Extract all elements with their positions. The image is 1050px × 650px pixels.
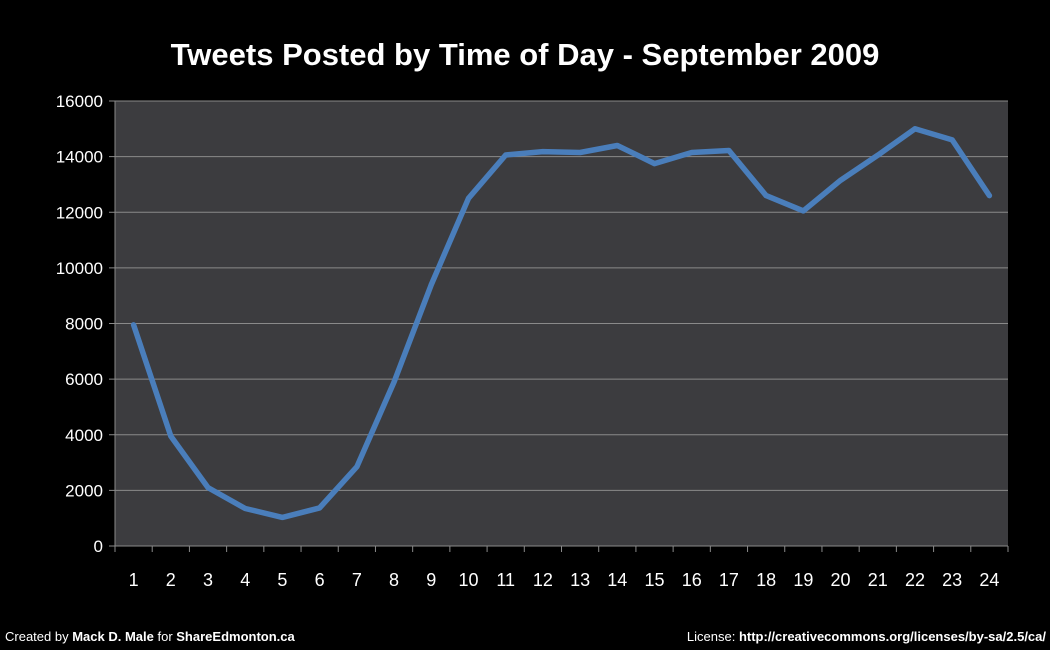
x-tick-label: 12 — [533, 570, 553, 590]
chart-title: Tweets Posted by Time of Day - September… — [171, 37, 880, 72]
data-point — [652, 161, 658, 167]
x-tick-label: 18 — [756, 570, 776, 590]
y-tick-label: 2000 — [65, 481, 103, 500]
x-tick-label: 6 — [315, 570, 325, 590]
y-tick-label: 16000 — [56, 92, 103, 111]
y-tick-label: 8000 — [65, 315, 103, 334]
data-point — [763, 193, 769, 199]
credit-mid: for — [153, 629, 177, 644]
x-tick-label: 8 — [389, 570, 399, 590]
credit-site: ShareEdmonton.ca — [176, 629, 295, 644]
y-tick-label: 12000 — [56, 203, 103, 222]
y-tick-label: 10000 — [56, 259, 103, 278]
y-tick-label: 4000 — [65, 426, 103, 445]
x-tick-label: 15 — [645, 570, 665, 590]
data-point — [391, 379, 397, 385]
data-point — [428, 282, 434, 288]
credit-footer: Created by Mack D. Male for ShareEdmonto… — [5, 629, 295, 644]
data-point — [614, 143, 620, 148]
x-tick-label: 17 — [719, 570, 739, 590]
gridlines — [115, 100, 1008, 491]
y-axis: 0 2000 4000 6000 8000 10000 12000 14000 16000 — [56, 92, 116, 556]
data-point — [726, 148, 732, 154]
x-tick-label: 2 — [166, 570, 176, 590]
license-footer: License: http://creativecommons.org/lice… — [687, 629, 1046, 644]
x-tick-label: 5 — [277, 570, 287, 590]
data-point — [577, 149, 583, 155]
data-point — [168, 433, 174, 439]
data-point — [465, 195, 471, 201]
data-point — [503, 152, 509, 158]
x-tick-label: 10 — [458, 570, 478, 590]
data-point — [279, 514, 285, 520]
y-tick-label: 6000 — [65, 370, 103, 389]
line-chart: Tweets Posted by Time of Day - September… — [56, 37, 1009, 590]
series-line — [130, 126, 993, 521]
y-tick-label: 0 — [94, 537, 103, 556]
data-point — [131, 322, 137, 328]
x-tick-label: 13 — [570, 570, 590, 590]
x-tick-label: 23 — [942, 570, 962, 590]
y-tick-label: 14000 — [56, 148, 103, 167]
credit-author: Mack D. Male — [72, 629, 154, 644]
x-tick-label: 21 — [868, 570, 888, 590]
data-point — [800, 208, 806, 214]
data-point — [986, 193, 992, 199]
data-point — [949, 137, 955, 143]
x-axis: 1 2 3 4 5 6 7 8 9 10 11 12 13 14 15 16 17 18 19 20 21 22 23 24 — [114, 545, 1009, 590]
x-tick-label: 19 — [793, 570, 813, 590]
x-tick-label: 3 — [203, 570, 213, 590]
data-point — [875, 152, 881, 158]
x-tick-label: 4 — [240, 570, 250, 590]
data-point — [540, 149, 546, 155]
data-point — [838, 177, 844, 183]
x-tick-label: 20 — [831, 570, 851, 590]
data-series — [130, 126, 993, 521]
x-tick-label: 1 — [129, 570, 139, 590]
data-point — [242, 505, 248, 511]
data-point — [317, 505, 323, 511]
license-url: http://creativecommons.org/licenses/by-s… — [738, 629, 1046, 644]
license-prefix: License: — [686, 629, 739, 644]
x-tick-label: 7 — [352, 570, 362, 590]
x-tick-label: 16 — [682, 570, 702, 590]
data-point — [205, 485, 211, 491]
data-point — [354, 464, 360, 470]
data-point — [689, 149, 695, 155]
x-tick-label: 9 — [426, 570, 436, 590]
data-point — [912, 126, 918, 132]
x-tick-label: 24 — [979, 570, 999, 590]
x-tick-label: 22 — [905, 570, 925, 590]
credit-prefix: Created by — [5, 629, 73, 644]
x-tick-label: 11 — [496, 570, 515, 590]
x-tick-label: 14 — [607, 570, 627, 590]
